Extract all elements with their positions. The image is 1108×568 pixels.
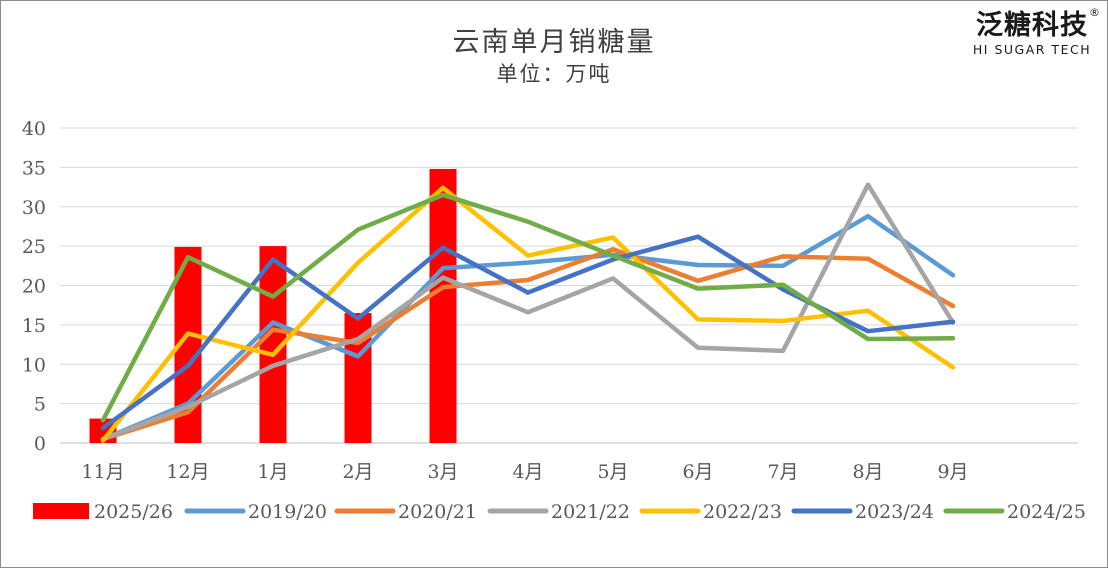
y-tick-label: 30 bbox=[22, 197, 46, 219]
bar bbox=[429, 168, 457, 443]
x-tick-label: 3月 bbox=[427, 461, 458, 483]
brand-name-cn: 泛糖科技 bbox=[976, 10, 1088, 41]
line-series bbox=[100, 182, 956, 443]
y-tick-label: 35 bbox=[22, 157, 46, 179]
x-tick-label: 5月 bbox=[597, 461, 628, 483]
brand-logo: ® 泛糖科技 HI SUGAR TECH bbox=[968, 6, 1100, 58]
y-tick-label: 10 bbox=[22, 354, 46, 376]
legend-label: 2021/22 bbox=[551, 501, 630, 523]
x-tick-label: 11月 bbox=[81, 461, 124, 483]
x-tick-label: 4月 bbox=[512, 461, 543, 483]
legend-swatch bbox=[33, 503, 89, 519]
registered-mark: ® bbox=[1089, 6, 1100, 19]
series-line bbox=[100, 192, 956, 423]
x-tick-label: 1月 bbox=[257, 461, 288, 483]
x-axis: 11月 12月 1月 2月 3月 4月 5月 6月 7月 8月 9月 bbox=[81, 461, 968, 483]
legend: 2025/26 2019/20 2020/21 2021/22 2022/23 2023/… bbox=[33, 501, 1086, 523]
x-tick-label: 8月 bbox=[852, 461, 883, 483]
legend-label: 2020/21 bbox=[398, 501, 477, 523]
brand-name-en: HI SUGAR TECH bbox=[972, 42, 1092, 57]
series-line bbox=[100, 213, 956, 442]
chart-subtitle: 单位：万吨 bbox=[496, 62, 612, 86]
legend-label: 2025/26 bbox=[94, 501, 173, 523]
x-tick-label: 6月 bbox=[682, 461, 713, 483]
legend-label: 2022/23 bbox=[703, 501, 782, 523]
series-line bbox=[100, 185, 956, 443]
legend-label: 2019/20 bbox=[248, 501, 327, 523]
y-tick-label: 25 bbox=[22, 236, 46, 258]
y-tick-label: 0 bbox=[34, 433, 46, 455]
legend-label: 2024/25 bbox=[1007, 501, 1086, 523]
y-tick-label: 40 bbox=[22, 118, 46, 140]
x-tick-label: 9月 bbox=[937, 461, 968, 483]
x-tick-label: 12月 bbox=[166, 461, 209, 483]
x-tick-label: 7月 bbox=[767, 461, 798, 483]
y-tick-label: 20 bbox=[22, 276, 46, 298]
bar-series bbox=[89, 168, 457, 443]
chart-title: 云南单月销糖量 bbox=[452, 27, 656, 58]
y-tick-label: 5 bbox=[34, 394, 46, 416]
y-tick-label: 15 bbox=[22, 315, 46, 337]
y-axis: 0 5 10 15 20 25 30 35 40 bbox=[22, 118, 46, 455]
x-tick-label: 2月 bbox=[342, 461, 373, 483]
series-line bbox=[100, 182, 956, 442]
legend-label: 2023/24 bbox=[855, 501, 934, 523]
series-line bbox=[100, 247, 956, 442]
